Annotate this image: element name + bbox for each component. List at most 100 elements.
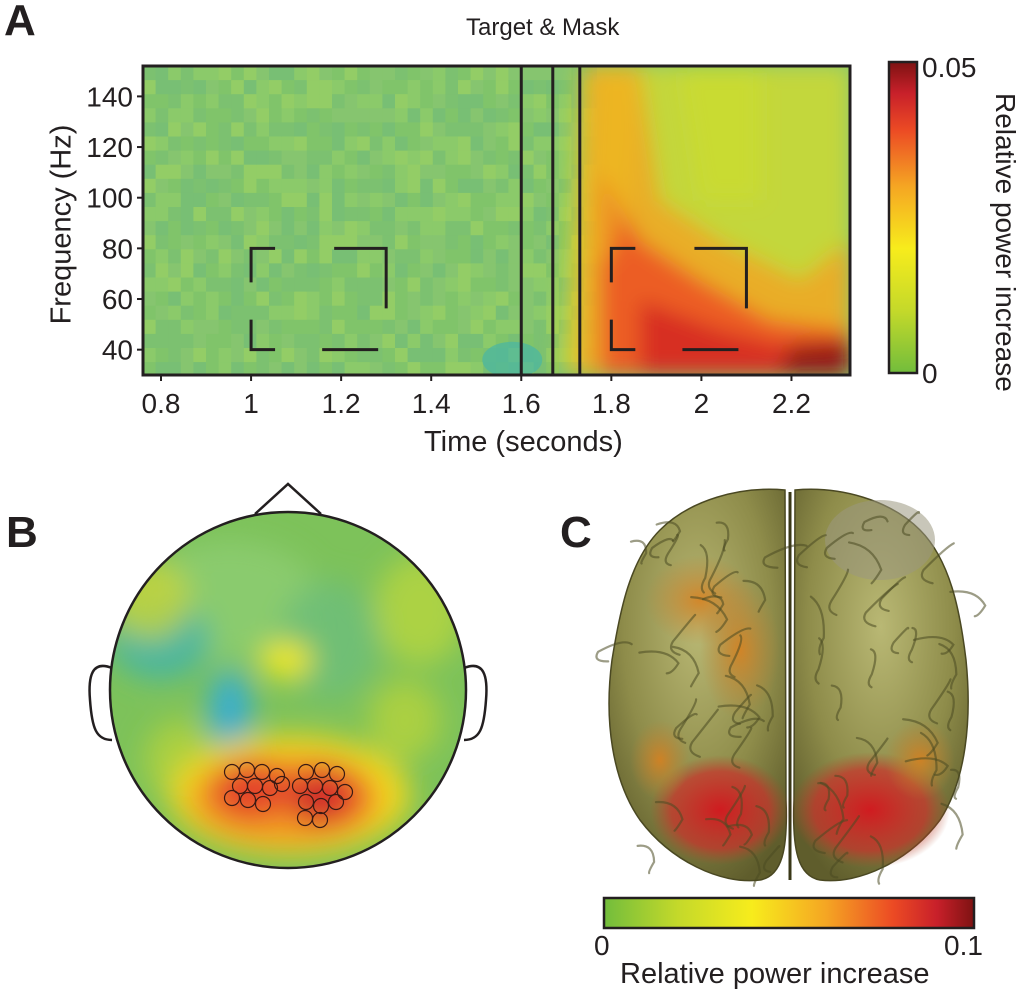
heatmap-cell [306, 362, 320, 375]
heatmap-cell [168, 348, 182, 363]
heatmap-cell [281, 164, 295, 180]
gyrus-line [832, 815, 861, 864]
heatmap-cell [281, 94, 295, 109]
heatmap-cell [294, 277, 308, 292]
heatmap-cell [319, 178, 333, 194]
heatmap-cell [445, 249, 459, 264]
heatmap-cell [231, 263, 245, 278]
electrode [297, 763, 315, 781]
heatmap-cell [357, 221, 371, 236]
gyrus-line [919, 731, 938, 787]
heatmap-cell [458, 80, 471, 95]
heatmap-cell [218, 319, 232, 335]
heatmap-cell [294, 291, 308, 307]
heatmap-cell [533, 164, 547, 180]
heatmap-cell [407, 108, 421, 123]
heatmap-cell [470, 348, 484, 363]
heatmap-cell [155, 94, 169, 109]
heatmap-cell [483, 277, 497, 292]
gyrus-line [707, 539, 726, 595]
heatmap-cell [306, 348, 320, 363]
heatmap-cell [521, 235, 534, 250]
heatmap-cell [306, 221, 320, 236]
heatmap-cell [306, 305, 320, 321]
heatmap-cell [168, 305, 182, 321]
heatmap-cell [382, 362, 396, 375]
y-tick-label: 60 [102, 284, 133, 315]
heatmap-cell [470, 305, 484, 321]
heatmap-cell [206, 94, 219, 109]
heatmap-cell [306, 207, 320, 222]
heatmap-cell [294, 108, 308, 123]
heatmap-cell [458, 94, 471, 109]
electrode [223, 789, 241, 807]
heatmap-cell [269, 66, 282, 81]
heatmap-cell [306, 164, 320, 180]
heatmap-cell [458, 136, 471, 151]
heatmap-cell [495, 221, 509, 236]
gyrus-line [717, 704, 761, 729]
heatmap-cell [243, 150, 257, 166]
heatmap-cell [558, 207, 572, 222]
heatmap-cell [432, 291, 446, 307]
heatmap-cell [558, 108, 572, 123]
heatmap-cell [344, 263, 358, 278]
heatmap-cell [382, 192, 396, 208]
heatmap-cell [193, 221, 207, 236]
heatmap-xlabel: Time (seconds) [424, 426, 623, 458]
heatmap-cell [143, 263, 156, 278]
heatmap-cell [332, 333, 345, 349]
heatmap-cell [357, 319, 371, 335]
heatmap-cell [357, 122, 371, 137]
heatmap-cell [533, 150, 547, 166]
heatmap-cell [521, 164, 534, 180]
heatmap-cell [218, 136, 232, 151]
heatmap-cell [395, 192, 408, 208]
heatmap-cell [382, 94, 396, 109]
heatmap-cell [143, 94, 156, 109]
heatmap-cell [558, 164, 572, 180]
heatmap-cell [306, 249, 320, 264]
gyrus-line [907, 626, 918, 664]
gyrus-line [828, 568, 850, 617]
heatmap-cell [521, 263, 534, 278]
heatmap-cell [407, 221, 421, 236]
roi-windows [249, 246, 748, 352]
heatmap-cell [243, 80, 257, 95]
gyrus-line [690, 596, 729, 633]
heatmap-cell [407, 178, 421, 194]
heatmap-cell [521, 221, 534, 236]
heatmap-cell [180, 249, 194, 264]
heatmap-cell [445, 319, 459, 335]
heatmap-cell [344, 80, 358, 95]
heatmap-cell [382, 178, 396, 194]
heatmap-cell [206, 221, 219, 236]
heatmap-cell [281, 249, 295, 264]
heatmap-cell [407, 207, 421, 222]
heatmap-cell [395, 291, 408, 307]
heatmap-cell [470, 192, 484, 208]
heatmap-cell [269, 319, 282, 335]
heatmap-cell [344, 207, 358, 222]
heatmap-cell [155, 333, 169, 349]
heatmap-cell [483, 305, 497, 321]
heatmap-cell [256, 305, 270, 321]
heatmap-cell [483, 66, 497, 81]
heatmap-cell [180, 263, 194, 278]
gyri-pattern [595, 510, 987, 887]
heatmap-cell [344, 178, 358, 194]
heatmap-cell [432, 235, 446, 250]
heatmap-cell [357, 348, 371, 363]
heatmap-cell [407, 249, 421, 264]
heatmap-cell [206, 108, 219, 123]
heatmap-cell [445, 192, 459, 208]
heatmap-cell [332, 108, 345, 123]
heatmap-cell [143, 66, 156, 81]
heatmap-cell [168, 178, 182, 194]
heatmap-cell [243, 66, 257, 81]
heatmap-cell [193, 80, 207, 95]
heatmap-cell [432, 263, 446, 278]
heatmap-cell [533, 80, 547, 95]
heatmap-cell [193, 333, 207, 349]
heatmap-cell [218, 305, 232, 321]
